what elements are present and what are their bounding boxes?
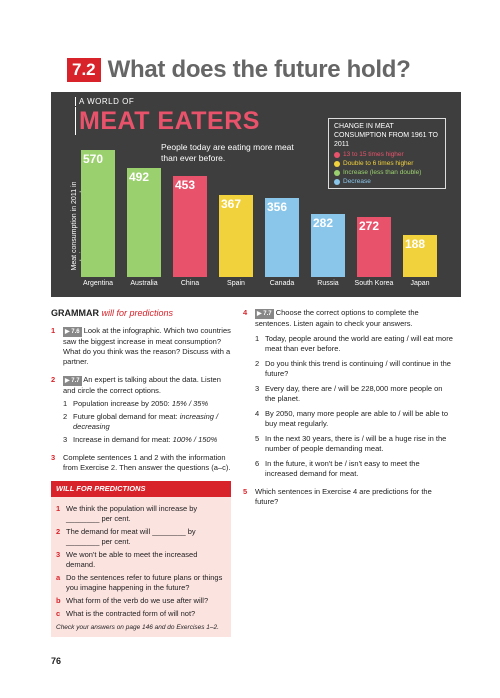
list-item: 1 Population increase by 2050: 15% / 35% [63,399,209,408]
chart-footer-band [51,277,461,297]
infographic: A WORLD OF MEAT EATERS People today are … [51,92,461,297]
category-label: Australia [130,280,158,287]
list-item: 2 The demand for meat will ________ by __… [56,527,196,546]
infographic-subtitle: People today are eating more meat than e… [161,142,294,163]
legend-swatch [334,151,340,158]
category-label: China [180,280,200,287]
list-item: 4 By 2050, many more people are able to /… [255,409,449,428]
grammar-title: GRAMMAR will for predictions [51,308,174,318]
bar-value-label: 188 [405,237,426,252]
list-item: a Do the sentences refer to future plans … [56,573,223,592]
list-item: 1 Today, people around the world are eati… [255,334,453,353]
exercise-2: 2 ▶ 7.7 An expert is talking about the d… [51,375,221,395]
grammar-box-title: WILL FOR PREDICTIONS [51,481,231,497]
list-item: 3 Increase in demand for meat: 100% / 150… [63,435,218,444]
legend-swatch [334,178,340,185]
unit-badge: 7.2 [67,58,101,82]
category-label: South Korea [354,280,394,287]
legend-swatch [334,169,340,176]
bar: 492 [127,167,161,277]
category-label: Russia [317,280,339,287]
page-header: 7.2 What does the future hold? [67,56,411,83]
page-title: What does the future hold? [107,56,411,83]
exercise-3: 3 Complete sentences 1 and 2 with the in… [51,453,231,472]
list-item: b What form of the verb do we use after w… [56,596,209,605]
legend-label: Double to 6 times higher [343,160,414,167]
bar: 356 [265,197,299,277]
bar-value-label: 570 [83,152,104,167]
infographic-kicker: A WORLD OF [75,97,134,106]
exercise-4: 4 ▶ 7.7 Choose the correct options to co… [243,308,419,328]
bar: 282 [311,214,345,277]
list-item: 2 Future global demand for meat: increasi… [63,412,219,431]
grammar-box: WILL FOR PREDICTIONS 1 We think the popul… [51,481,231,637]
bar: 188 [403,235,437,277]
list-item: 3 We won't be able to meet the increased … [56,550,198,569]
category-label: Spain [227,280,245,287]
infographic-title: MEAT EATERS [75,107,260,135]
bar-value-label: 492 [129,169,150,184]
list-item: c What is the contracted form of will not… [56,609,196,618]
left-column: GRAMMAR will for predictions 1 ▶ 7.6 Loo… [51,308,231,637]
category-label: Canada [269,280,295,287]
legend-item: Increase (less than double) [334,169,440,176]
audio-track-badge[interactable]: ▶ 7.6 [63,327,82,337]
legend-title: CHANGE IN MEAT CONSUMPTION FROM 1961 TO … [334,123,438,148]
chart-legend: CHANGE IN MEAT CONSUMPTION FROM 1961 TO … [328,118,446,189]
exercise-5: 5 Which sentences in Exercise 4 are pred… [243,487,432,506]
list-item: 6 In the future, it won't be / isn't easy… [255,459,420,478]
bar-value-label: 272 [359,218,380,233]
legend-item: Double to 6 times higher [334,160,440,167]
legend-item: 13 to 15 times higher [334,151,440,158]
bar-value-label: 282 [313,216,334,231]
page-number: 76 [51,656,62,666]
audio-track-badge[interactable]: ▶ 7.7 [255,309,274,319]
audio-track-badge[interactable]: ▶ 7.7 [63,376,82,386]
legend-label: Decrease [343,178,371,185]
list-item: 1 We think the population will increase b… [56,504,198,523]
bar: 272 [357,216,391,277]
bar: 367 [219,195,253,277]
category-label: Argentina [83,280,113,287]
list-item: 3 Every day, there are / will be 228,000 … [255,384,443,403]
legend-item: Decrease [334,178,440,185]
legend-swatch [334,160,340,167]
list-item: 2 Do you think this trend is continuing /… [255,359,451,378]
bar-value-label: 356 [267,199,288,214]
bar-value-label: 367 [221,197,242,212]
list-item: 5 In the next 30 years, there is / will b… [255,434,447,453]
exercise-1: 1 ▶ 7.6 Look at the infographic. Which t… [51,326,231,366]
bar: 570 [81,150,115,277]
right-column: 4 ▶ 7.7 Choose the correct options to co… [243,308,453,507]
legend-label: Increase (less than double) [343,169,422,176]
bar: 453 [173,176,207,277]
bar-value-label: 453 [175,178,196,193]
category-label: Japan [410,280,430,287]
box-footer-note: Check your answers on page 146 and do Ex… [56,624,219,631]
legend-label: 13 to 15 times higher [343,151,404,158]
